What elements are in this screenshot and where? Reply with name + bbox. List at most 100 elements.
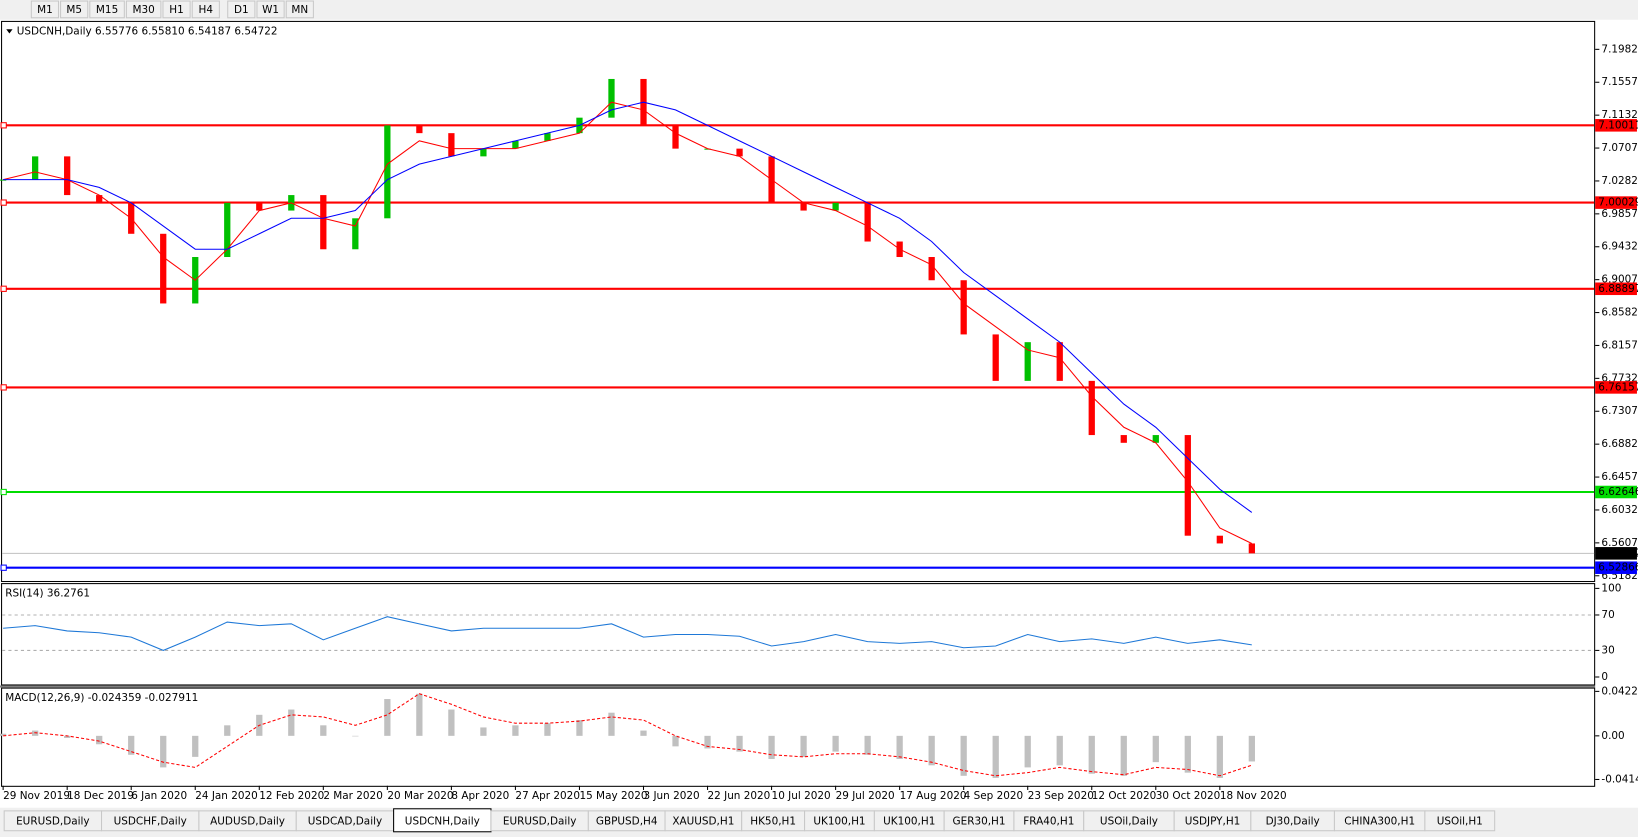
tab-label[interactable]: CHINA300,H1 [1344, 815, 1415, 827]
y-tick-label: 6.81575 [1601, 339, 1638, 351]
candle [512, 140, 519, 149]
macd-bar [384, 699, 391, 736]
y-tick-label: 30 [1601, 644, 1614, 656]
macd-bar [992, 735, 999, 778]
candle [32, 156, 39, 180]
level-label-box [1595, 381, 1637, 394]
candle [1216, 535, 1223, 544]
tab-label[interactable]: EURUSD,Daily [503, 815, 577, 827]
timeframe-button[interactable] [125, 0, 162, 19]
x-tick-label: 29 Jul 2020 [836, 790, 895, 802]
y-tick-label: 7.19825 [1601, 43, 1638, 55]
macd-bar [960, 735, 967, 776]
candle [320, 195, 327, 250]
moving-average [3, 101, 1253, 513]
macd-bar [1120, 735, 1127, 776]
macd-bar [1184, 735, 1191, 773]
rsi-line [3, 616, 1252, 651]
x-tick-label: 12 Oct 2020 [1092, 790, 1157, 802]
pane-title: USDCNH,Daily 6.55776 6.55810 6.54187 6.5… [17, 25, 278, 37]
y-tick-label: 6.98575 [1601, 208, 1638, 220]
x-tick-label: 24 Jan 2020 [195, 790, 258, 802]
tab-label[interactable]: GER30,H1 [953, 815, 1006, 827]
tab-label[interactable]: XAUUSD,H1 [672, 815, 734, 827]
tab-label[interactable]: USDCHF,Daily [114, 815, 187, 827]
level-label: 7.00029 [1598, 197, 1638, 209]
macd-bar [64, 735, 71, 738]
macd-bar [128, 735, 135, 755]
timeframe-button[interactable] [60, 0, 89, 19]
level-handle [0, 384, 7, 391]
tab-label[interactable]: FRA40,H1 [1023, 815, 1074, 827]
tab-label[interactable]: GBPUSD,H4 [596, 815, 658, 827]
candle [832, 202, 839, 211]
tab-label[interactable]: HK50,H1 [750, 815, 796, 827]
level-handle [0, 122, 7, 129]
macd-bar [576, 720, 583, 736]
candle [256, 202, 263, 211]
level-handle [0, 199, 7, 206]
candle [1248, 543, 1255, 554]
tab-label[interactable]: EURUSD,Daily [16, 815, 90, 827]
timeframe-label[interactable]: M5 [66, 4, 82, 16]
x-tick-label: 15 May 2020 [579, 790, 647, 802]
macd-bar [800, 735, 807, 757]
candle [1024, 342, 1031, 381]
timeframe-button[interactable] [227, 0, 256, 19]
menu-arrow[interactable] [6, 29, 13, 34]
candle [736, 148, 743, 157]
timeframe-label[interactable]: H4 [199, 4, 214, 16]
timeframe-button[interactable] [256, 0, 285, 19]
timeframe-label[interactable]: MN [291, 4, 308, 16]
current-price-label: 6.54722 [1598, 547, 1638, 559]
y-tick-label: 6.60325 [1601, 504, 1638, 516]
timeframe-button[interactable] [30, 0, 60, 19]
level-handle [0, 488, 7, 496]
timeframe-label[interactable]: W1 [262, 4, 279, 16]
timeframe-label[interactable]: M15 [96, 4, 118, 16]
tab-label[interactable]: USDCAD,Daily [308, 815, 382, 827]
timeframe-label[interactable]: D1 [234, 4, 249, 16]
chart-window [0, 19, 1638, 807]
x-tick-label: 29 Nov 2019 [3, 790, 70, 802]
tab-label[interactable]: AUDUSD,Daily [210, 815, 285, 827]
candle [1088, 380, 1095, 436]
tab-label[interactable]: USDJPY,H1 [1185, 815, 1241, 827]
level-label: 6.52866 [1598, 562, 1638, 574]
macd-bar [896, 735, 903, 759]
timeframe-button[interactable] [191, 0, 220, 19]
timeframe-button[interactable] [89, 0, 125, 19]
tab-label[interactable]: UK100,H1 [813, 815, 865, 827]
timeframe-label[interactable]: M1 [37, 4, 53, 16]
macd-bar [352, 735, 359, 737]
toolbar [0, 0, 1638, 20]
level-label: 6.76157 [1598, 381, 1638, 393]
timeframe-label[interactable]: H1 [169, 4, 183, 16]
timeframe-button[interactable] [285, 0, 314, 19]
x-tick-label: 30 Oct 2020 [1156, 790, 1221, 802]
tab-label[interactable]: DJ30,Daily [1266, 815, 1320, 827]
candle [544, 133, 551, 141]
timeframe-button[interactable] [162, 0, 191, 19]
x-tick-label: 17 Aug 2020 [900, 790, 967, 802]
x-tick-label: 22 Jun 2020 [708, 790, 771, 802]
tab[interactable] [1424, 810, 1496, 832]
tab-label[interactable]: USDCNH,Daily [405, 815, 480, 827]
level-label: 6.62646 [1598, 486, 1638, 498]
macd-bar [320, 725, 327, 736]
candle [480, 148, 487, 157]
y-tick-label: 6.64575 [1601, 471, 1638, 483]
macd-bar [608, 712, 615, 736]
level-label-box [1595, 196, 1637, 209]
x-tick-label: 6 Jan 2020 [131, 790, 187, 802]
tab-label[interactable]: UK100,H1 [883, 815, 935, 827]
macd-bar [672, 735, 679, 747]
candle [224, 202, 231, 258]
macd-bar [96, 735, 103, 745]
tab-label[interactable]: USOil,Daily [1100, 815, 1158, 827]
timeframe-label[interactable]: M30 [132, 4, 154, 16]
price-pane [1, 20, 1596, 583]
tab-label[interactable]: USOil,H1 [1437, 815, 1483, 827]
x-tick-label: 20 Mar 2020 [387, 790, 453, 802]
